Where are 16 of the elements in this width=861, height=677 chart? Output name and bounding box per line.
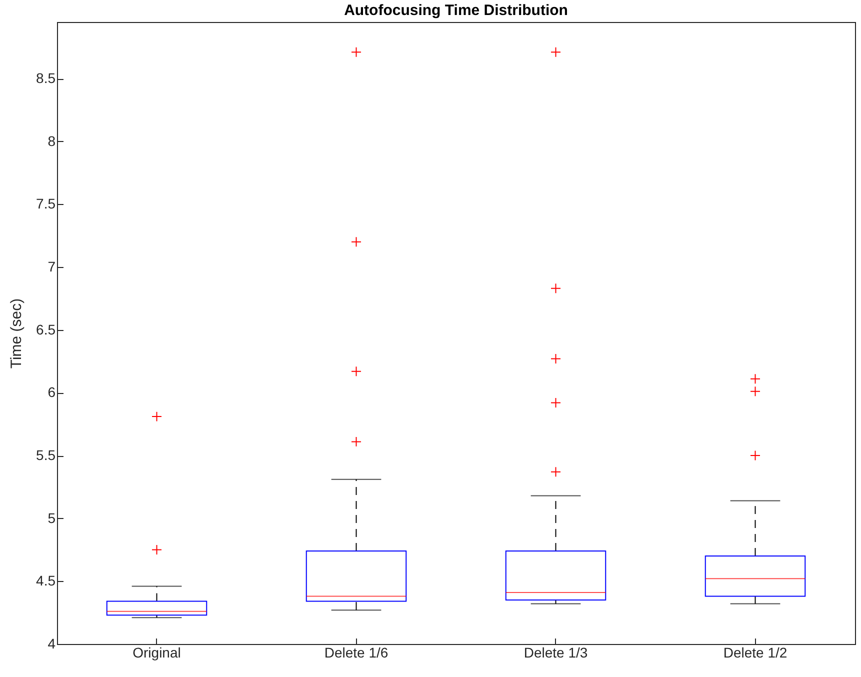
y-tick-label: 6 bbox=[48, 384, 56, 400]
y-tick-label: 5.5 bbox=[36, 447, 56, 464]
x-tick-label: Original bbox=[132, 644, 181, 660]
y-tick-label: 5 bbox=[48, 510, 56, 526]
y-axis-title: Time (sec) bbox=[8, 298, 26, 369]
x-tick-label: Delete 1/6 bbox=[324, 644, 388, 660]
y-tick-label: 6.5 bbox=[36, 321, 56, 338]
x-tick-label: Delete 1/3 bbox=[524, 644, 588, 660]
y-tick-label: 8 bbox=[48, 132, 56, 149]
y-tick-label: 7.5 bbox=[36, 196, 56, 212]
chart-title: Autofocusing Time Distribution bbox=[344, 2, 568, 19]
y-tick-label: 8.5 bbox=[36, 70, 56, 86]
y-tick-label: 7 bbox=[48, 258, 56, 275]
x-tick-label: Delete 1/2 bbox=[723, 644, 788, 660]
y-tick-label: 4.5 bbox=[36, 572, 56, 589]
y-tick-label: 4 bbox=[48, 636, 56, 652]
